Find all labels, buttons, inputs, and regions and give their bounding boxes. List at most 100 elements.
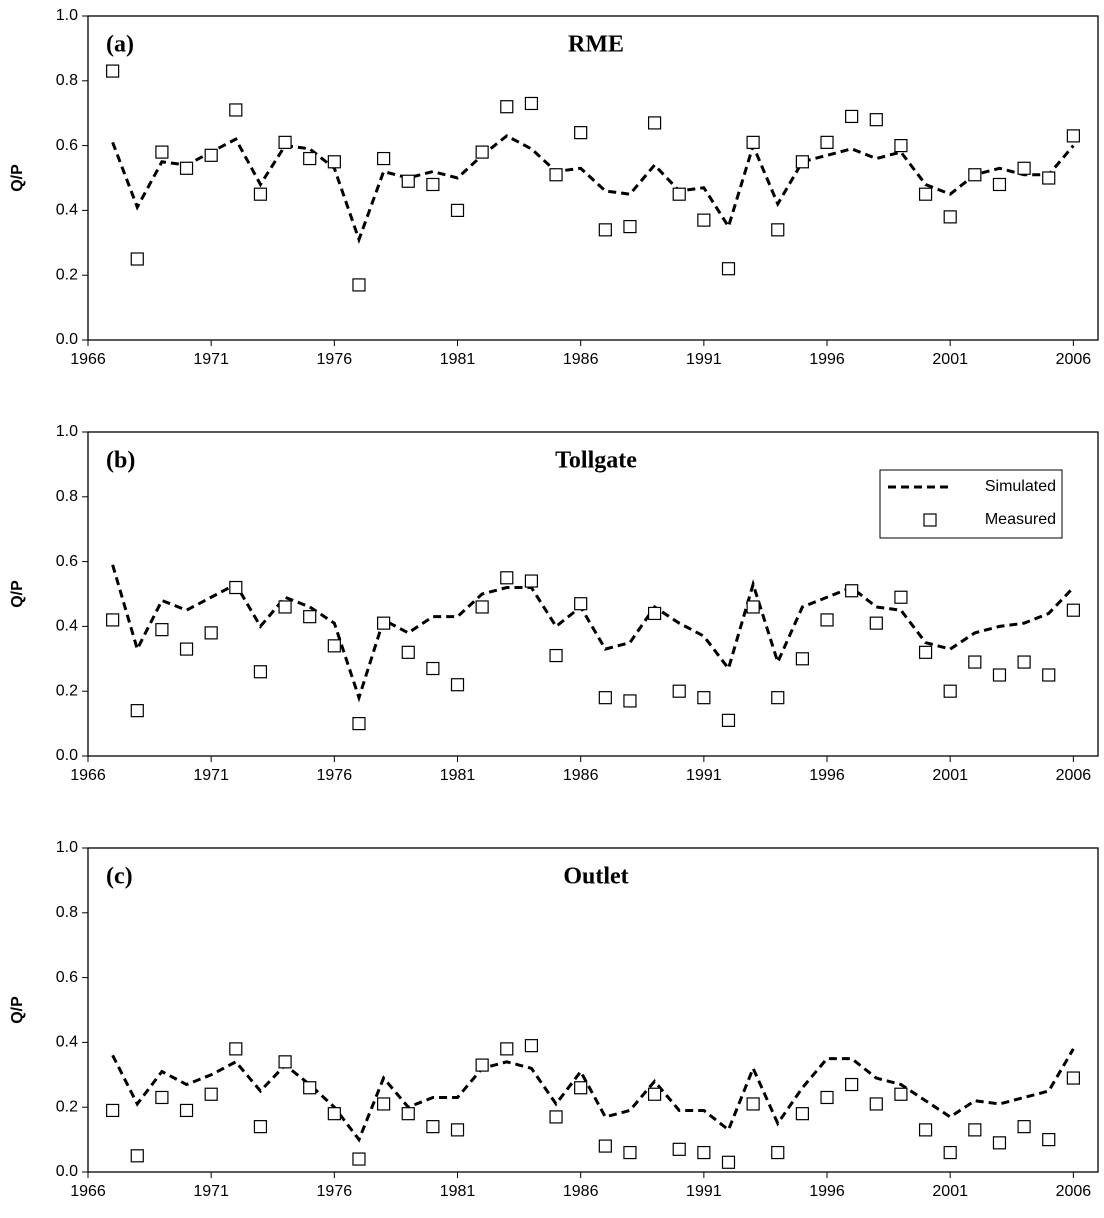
marker (1042, 171, 1056, 185)
marker (623, 694, 637, 708)
marker (204, 626, 218, 640)
marker (524, 1039, 539, 1053)
marker (475, 1058, 489, 1072)
marker (253, 665, 268, 679)
marker (869, 113, 883, 127)
marker (377, 1097, 391, 1111)
marker (1017, 655, 1031, 669)
marker (524, 574, 539, 588)
marker (795, 652, 809, 666)
x-tick-label: 2001 (932, 1183, 968, 1200)
marker (303, 151, 317, 166)
x-tick-label: 1976 (317, 351, 353, 368)
marker (500, 1042, 514, 1056)
panel-label: (c) (106, 864, 133, 890)
marker (992, 668, 1007, 682)
y-tick-label: 0.8 (56, 488, 78, 505)
x-tick-label: 2006 (1056, 1183, 1092, 1200)
marker (549, 168, 563, 182)
legend-marker (923, 513, 937, 527)
y-tick-label: 1.0 (56, 423, 78, 440)
marker (672, 684, 686, 698)
marker (992, 177, 1007, 192)
panel-label: (b) (106, 448, 135, 474)
series-line (111, 134, 1075, 245)
marker (179, 1103, 194, 1118)
y-tick-label: 0.6 (56, 553, 78, 570)
marker (204, 1087, 218, 1101)
marker (894, 139, 908, 153)
marker (1042, 668, 1056, 682)
x-tick-label: 1976 (317, 1183, 353, 1200)
marker (450, 678, 465, 692)
legend-label: Simulated (985, 478, 1056, 495)
marker (377, 151, 391, 166)
panel-label: (a) (106, 32, 134, 58)
marker (475, 145, 489, 159)
x-tick-label: 2006 (1056, 351, 1092, 368)
marker (894, 590, 908, 604)
marker (918, 1123, 933, 1137)
x-tick-label: 1996 (809, 767, 845, 784)
plot-area (87, 847, 1099, 1173)
marker (179, 642, 194, 656)
marker (253, 1120, 268, 1134)
marker (647, 1087, 662, 1101)
x-tick-label: 1986 (563, 767, 599, 784)
marker (771, 223, 785, 237)
marker (1042, 1132, 1056, 1147)
marker (1017, 1120, 1031, 1134)
marker (574, 597, 588, 611)
y-tick-label: 0.2 (56, 1098, 78, 1115)
marker (672, 1142, 686, 1156)
marker (179, 161, 194, 175)
marker (155, 145, 169, 159)
marker (943, 210, 957, 224)
marker (918, 187, 933, 201)
marker (155, 1090, 169, 1105)
marker (426, 177, 440, 192)
marker (130, 1149, 144, 1163)
marker (278, 135, 292, 149)
panel: 0.0 0.2 0.4 0.6 0.8 1.0 1966 1971 1976 1981 1986 19… (9, 839, 1099, 1200)
marker (401, 174, 415, 188)
y-tick-label: 0.8 (56, 72, 78, 89)
x-tick-label: 1991 (686, 767, 722, 784)
chart-title: Outlet (563, 864, 628, 890)
x-tick-label: 1966 (70, 1183, 106, 1200)
chart-title: Tollgate (555, 448, 637, 474)
x-tick-label: 1991 (686, 351, 722, 368)
marker (327, 1107, 341, 1121)
marker (229, 103, 243, 117)
marker (1066, 1071, 1080, 1085)
marker (771, 691, 785, 705)
marker (968, 168, 982, 182)
marker (524, 96, 539, 111)
marker (229, 580, 243, 595)
panel: 0.0 0.2 0.4 0.6 0.8 1.0 1966 1971 1976 1981 1986 19… (9, 423, 1099, 784)
marker (647, 116, 662, 130)
x-tick-label: 1971 (193, 767, 229, 784)
y-tick-label: 1.0 (56, 7, 78, 24)
marker (426, 661, 440, 676)
y-tick-label: 0.4 (56, 202, 78, 219)
y-tick-label: 0.6 (56, 137, 78, 154)
x-tick-label: 2001 (932, 767, 968, 784)
y-tick-label: 0.8 (56, 904, 78, 921)
x-tick-label: 1996 (809, 1183, 845, 1200)
panel: 0.0 0.2 0.4 0.6 0.8 1.0 1966 1971 1976 1981 1986 19… (9, 7, 1099, 368)
x-tick-label: 1986 (563, 1183, 599, 1200)
x-tick-label: 2006 (1056, 767, 1092, 784)
marker (623, 220, 637, 234)
marker (401, 1107, 415, 1121)
marker (598, 691, 612, 705)
marker (845, 109, 859, 124)
marker (377, 616, 391, 630)
series-line (111, 564, 1075, 703)
x-tick-label: 1981 (440, 351, 476, 368)
marker (845, 1077, 859, 1092)
marker (869, 616, 883, 630)
y-tick-label: 0.0 (56, 1163, 78, 1180)
